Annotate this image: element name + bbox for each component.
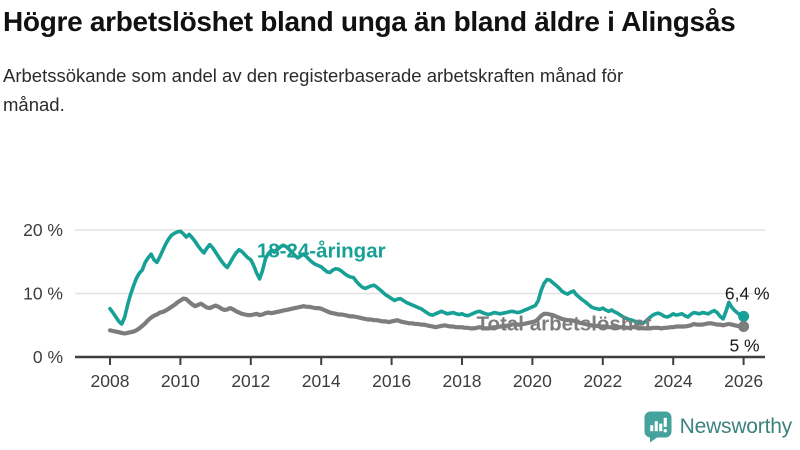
end-value-label-0: 6,4 %	[725, 283, 770, 303]
chart-title: Högre arbetslöshet bland unga än bland ä…	[3, 6, 736, 37]
x-tick-label-2018: 2018	[443, 371, 482, 391]
series-line-1	[107, 296, 746, 336]
x-tick-label-2024: 2024	[654, 371, 693, 391]
end-dot-1	[738, 321, 750, 333]
x-tick-label-2008: 2008	[91, 371, 130, 391]
x-tick-label-2020: 2020	[513, 371, 552, 391]
end-dot-0	[738, 310, 750, 322]
series-label-0: 18-24-åringar	[257, 239, 386, 262]
x-tick-label-2014: 2014	[302, 371, 341, 391]
x-tick-label-2022: 2022	[583, 371, 622, 391]
x-tick-label-2012: 2012	[231, 371, 270, 391]
x-tick-label-2026: 2026	[724, 371, 763, 391]
chart-header: Högre arbetslöshet bland unga än bland ä…	[3, 4, 783, 120]
unemployment-line-chart: 2008 2010 2012 2014 2016 2018 2020 2022 2024 2026…	[23, 220, 770, 391]
chart-subtitle: Arbetssökande som andel av den registerb…	[3, 65, 624, 116]
x-tick-label-2010: 2010	[161, 371, 200, 391]
brand-footer: Newsworthy	[643, 410, 792, 443]
series-label-1: Total arbetslöshet	[477, 312, 652, 335]
series-line-0	[108, 229, 746, 326]
x-tick-label-2016: 2016	[372, 371, 411, 391]
y-tick-label-10: 10 %	[23, 284, 63, 304]
bar-chart-speech-bubble-icon	[644, 411, 672, 443]
brand-name: Newsworthy	[679, 414, 793, 438]
end-value-label-1: 5 %	[729, 336, 759, 356]
y-tick-label-0: 0 %	[33, 347, 63, 367]
y-tick-label-20: 20 %	[23, 220, 63, 240]
